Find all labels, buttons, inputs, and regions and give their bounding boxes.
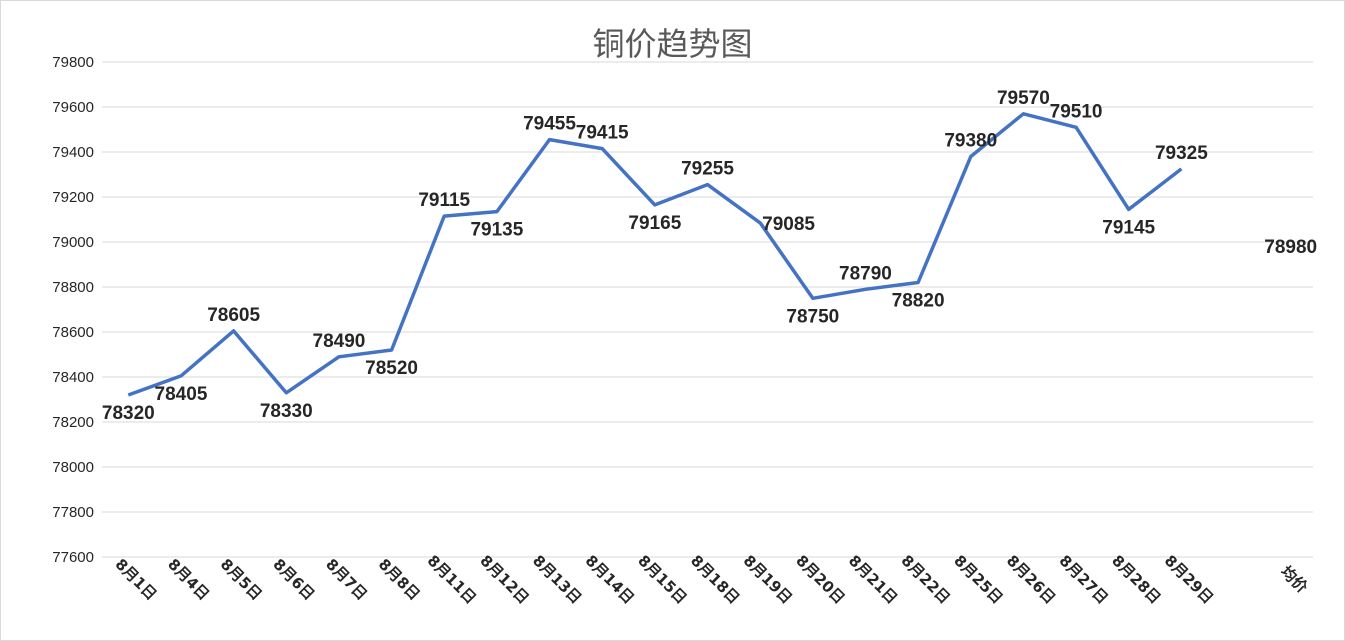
data-label: 79325 [1155, 143, 1208, 164]
x-tick-label: 8月21日 [845, 551, 901, 607]
y-tick-label: 79200 [52, 189, 94, 206]
data-label: 79165 [628, 213, 681, 234]
data-label: 78605 [207, 305, 260, 326]
x-tick-label: 8月13日 [529, 551, 585, 607]
series-line [127, 112, 1183, 397]
x-tick-label: 均价 [1277, 562, 1312, 597]
data-label: 79380 [944, 131, 997, 152]
average-value-label: 78980 [1264, 237, 1317, 258]
x-tick-label: 8月20日 [792, 551, 848, 607]
data-label: 79570 [997, 88, 1050, 109]
x-tick-label: 8月14日 [582, 551, 638, 607]
x-tick-label: 8月26日 [1003, 551, 1059, 607]
x-tick-label: 8月6日 [269, 555, 318, 604]
y-tick-label: 78000 [52, 459, 94, 476]
data-label: 79415 [576, 123, 629, 144]
data-label: 78320 [102, 403, 155, 424]
x-tick-label: 8月29日 [1161, 551, 1217, 607]
data-label: 79255 [681, 159, 734, 180]
gridlines [102, 61, 1313, 558]
data-label: 78520 [365, 358, 418, 379]
y-tick-label: 78600 [52, 324, 94, 341]
y-tick-label: 78400 [52, 369, 94, 386]
x-tick-label: 8月15日 [634, 551, 690, 607]
y-axis-ticks: 77600 77800 78000 78200 78400 78600 78800 79000… [52, 54, 94, 566]
chart-title: 铜价趋势图 [592, 25, 753, 63]
y-tick-label: 78200 [52, 414, 94, 431]
x-tick-label: 8月11日 [424, 551, 480, 607]
data-label: 79510 [1050, 101, 1103, 122]
y-tick-label: 77800 [52, 504, 94, 521]
data-label: 78750 [786, 306, 839, 327]
x-tick-label: 8月25日 [950, 551, 1006, 607]
x-tick-label: 8月7日 [322, 555, 371, 604]
x-tick-label: 8月27日 [1056, 551, 1112, 607]
x-tick-label: 8月5日 [217, 555, 266, 604]
x-tick-label: 8月1日 [112, 555, 161, 604]
data-label: 79455 [523, 114, 576, 135]
x-tick-label: 8月22日 [898, 551, 954, 607]
y-tick-label: 79800 [52, 54, 94, 71]
y-tick-label: 79000 [52, 234, 94, 251]
y-tick-label: 79400 [52, 144, 94, 161]
data-label: 78790 [839, 263, 892, 284]
y-tick-label: 78800 [52, 279, 94, 296]
y-tick-label: 77600 [52, 549, 94, 566]
data-label: 79145 [1102, 217, 1155, 238]
y-tick-label: 79600 [52, 99, 94, 116]
data-label: 79115 [418, 190, 470, 211]
x-tick-label: 8月28日 [1108, 551, 1164, 607]
x-tick-label: 8月4日 [164, 555, 213, 604]
x-tick-label: 8月19日 [740, 551, 796, 607]
x-axis-ticks: 8月1日 8月4日 8月5日 8月6日 8月7日 8月8日 8月11日8月12日8月13日8… [112, 551, 1312, 607]
x-tick-label: 8月18日 [687, 551, 743, 607]
data-label: 78490 [313, 331, 366, 352]
data-label: 79085 [762, 214, 815, 235]
copper-price-line [127, 112, 1183, 397]
data-label: 78405 [155, 384, 208, 405]
x-tick-label: 8月12日 [476, 551, 532, 607]
data-label: 78820 [892, 291, 945, 312]
x-tick-label: 8月8日 [375, 555, 424, 604]
data-label: 78330 [260, 401, 313, 422]
data-label: 79135 [470, 220, 523, 241]
